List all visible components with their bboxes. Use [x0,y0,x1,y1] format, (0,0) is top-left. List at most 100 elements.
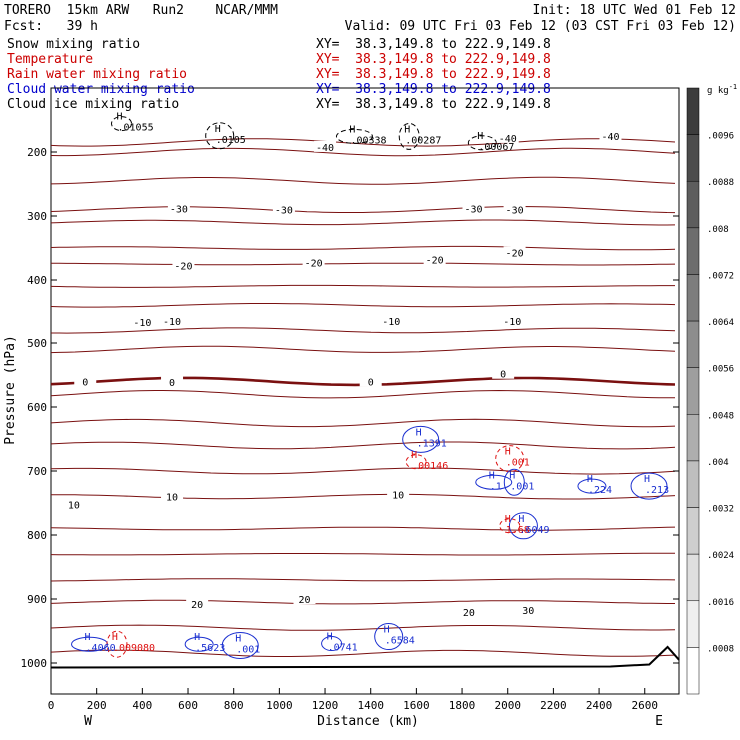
y-tick-label: 400 [27,274,47,287]
contour-label: 20 [463,608,475,619]
max-marker-h: H [505,447,511,458]
max-marker-h: H [587,474,593,485]
isotherm [50,345,676,354]
x-tick-label: 600 [178,699,198,712]
rain-contour [495,445,525,473]
colorbar-tick-label: .0064 [707,318,734,328]
contour-label-bg [496,131,519,143]
field-name-rain: Rain water mixing ratio [7,67,187,82]
cloud_water-contour [508,512,538,540]
plot-frame [50,87,680,695]
contour-label: -10 [163,317,181,328]
x-tick-label: 1000 [266,699,293,712]
contour-label-bg [74,375,97,387]
colorbar-swatch [686,180,700,229]
max-value: .6584 [385,636,415,647]
snow-contour [398,122,420,150]
x-tick-label: 0 [48,699,55,712]
field-list: Snow mixing ratio XY= 38.3,149.8 to 222.… [7,37,551,112]
colorbar-tick-label: .0016 [707,598,734,608]
isotherm [50,147,676,157]
x-tick-label: 1800 [449,699,476,712]
contour-label-bg [161,376,184,388]
y-tick-label: 300 [27,210,47,223]
field-name-snow: Snow mixing ratio [7,37,140,52]
colorbar-swatch [686,367,700,415]
terrain [50,645,680,669]
colorbar-swatch [686,553,700,602]
isotherm [50,303,676,308]
contour-label: 10 [392,491,404,502]
east-marker: E [655,714,663,729]
model-title: TORERO 15km ARW Run2 NCAR/MMM [4,3,278,18]
contour-label: -20 [305,259,323,270]
contour-label-bg [272,203,295,215]
isotherm [50,552,675,556]
contour-label: 10 [166,493,178,504]
header: TORERO 15km ARW Run2 NCAR/MMM Init: 18 U… [4,3,736,34]
contour-label: 10 [68,500,80,511]
colorbar-swatch [686,134,700,182]
contour-label: -20 [174,261,192,272]
colorbar-tick-label: .0048 [707,411,734,421]
max-value: .00146 [412,461,448,472]
isotherm [51,262,676,266]
max-value: .0741 [328,643,358,654]
contour-label: 0 [169,378,175,389]
contour-label-bg [501,314,524,326]
max-value: .5623 [195,643,225,654]
colorbar-swatch [686,507,700,555]
cloud_water-contour [402,425,440,453]
max-value: .224 [588,485,612,496]
colorbar-swatch [686,600,700,648]
x-tick-label: 1200 [312,699,339,712]
mixing-ratio-contours [71,116,668,659]
cloud_water-contour [321,636,343,652]
contour-label-bg [131,316,154,328]
max-marker-h: H [116,112,122,123]
x-tick-label: 200 [87,699,107,712]
max-marker-h: H [505,514,511,525]
cloud_water-contour [184,636,214,652]
x-tick-label: 400 [132,699,152,712]
y-tick-label: 1000 [21,657,48,670]
rain-contour [405,454,427,470]
max-value: .00338 [350,135,386,146]
isotherm [51,327,676,334]
contour-label: -40 [316,143,334,154]
max-marker-h: H [112,632,118,643]
max-value: .0105 [216,135,246,146]
isotherm [50,284,675,288]
colorbar: .0096 .0088 .008 .0072 .0064 .0056 .0048 .004 .0… [686,87,734,695]
contour-label: -40 [499,134,517,145]
contour-label-bg [293,593,316,604]
contour-label-bg [161,314,184,326]
y-tick-label: 700 [27,465,47,478]
y-axis-label: Pressure (hPa) [3,335,18,445]
contour-label: -40 [601,132,619,143]
colorbar-swatch [686,87,700,135]
contour-label: -10 [133,318,151,329]
colorbar-swatch [686,274,700,322]
max-value: .009080 [113,643,155,654]
max-value: .1391 [417,438,447,449]
cloud_water-contour [221,631,259,659]
contour-label-bg [314,140,337,152]
max-value: .00067 [478,142,514,153]
colorbar-tick-label: .0032 [707,505,734,515]
isotherm [50,467,676,475]
contour-label-bg [517,603,540,615]
max-value: .001 [510,481,534,492]
max-value: .001 [506,458,530,469]
isotherm [50,418,676,428]
field-xy-temperature: XY= 38.3,149.8 to 222.9,149.8 [316,52,551,67]
field-name-cloud-water: Cloud water mixing ratio [7,82,195,97]
x-tick-label: 2200 [540,699,567,712]
snow-contour [467,135,497,151]
isotherm [50,649,676,657]
contour-label: -30 [170,204,188,215]
max-marker-h: H [509,470,515,481]
contour-label: 20 [191,600,203,611]
contour-label: -30 [506,206,524,217]
